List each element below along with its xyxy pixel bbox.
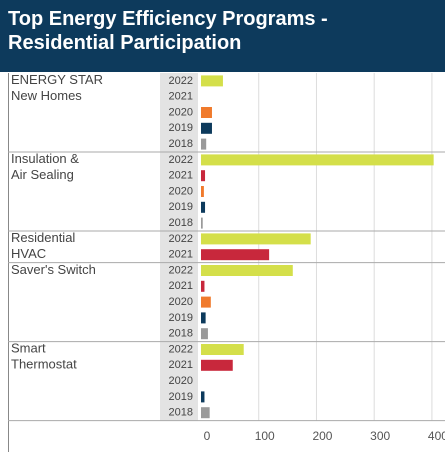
year-label: 2018 <box>169 217 193 229</box>
header: Top Energy Efficiency Programs - Residen… <box>0 0 445 72</box>
chart-title: Top Energy Efficiency Programs - Residen… <box>8 8 328 54</box>
group-label: Smart Thermostat <box>11 341 77 372</box>
year-label: 2020 <box>169 375 193 387</box>
year-label: 2019 <box>169 312 193 324</box>
bar <box>201 344 244 355</box>
bar <box>201 122 212 134</box>
bar <box>201 249 270 261</box>
x-tick-label: 200 <box>312 429 332 443</box>
year-label: 2021 <box>169 280 193 292</box>
bar <box>201 138 207 150</box>
group-label: Residential HVAC <box>11 230 75 261</box>
bar <box>201 328 208 340</box>
bar <box>201 75 223 87</box>
year-label: 2019 <box>169 391 193 403</box>
year-label: 2022 <box>169 75 193 87</box>
year-label: 2020 <box>169 296 193 308</box>
group-label: ENERGY STAR New Homes <box>11 72 103 103</box>
bar <box>201 265 293 276</box>
year-label: 2022 <box>169 264 193 276</box>
bar <box>201 217 203 229</box>
year-label: 2020 <box>169 106 193 118</box>
year-label: 2020 <box>169 185 193 197</box>
year-label: 2018 <box>169 407 193 419</box>
bar <box>201 107 212 118</box>
year-column <box>160 73 198 421</box>
bar <box>201 391 205 403</box>
year-label: 2019 <box>169 201 193 213</box>
bar <box>201 296 211 308</box>
bar <box>201 280 205 292</box>
bar <box>201 186 204 197</box>
year-label: 2018 <box>169 138 193 150</box>
year-label: 2022 <box>169 154 193 166</box>
bar <box>201 312 206 324</box>
group-label: Insulation & Air Sealing <box>11 151 79 182</box>
bar <box>201 170 206 182</box>
bar <box>201 233 311 245</box>
bar <box>201 154 434 166</box>
year-label: 2021 <box>169 170 193 182</box>
year-label: 2018 <box>169 328 193 340</box>
year-label: 2022 <box>169 233 193 245</box>
x-tick-label: 400 <box>428 429 445 443</box>
x-tick-label: 300 <box>370 429 390 443</box>
year-label: 2021 <box>169 249 193 261</box>
year-label: 2021 <box>169 359 193 371</box>
group-label: Saver's Switch <box>11 262 96 277</box>
year-label: 2021 <box>169 91 193 103</box>
x-tick-label: 100 <box>255 429 275 443</box>
year-label: 2019 <box>169 122 193 134</box>
x-tick-label: 0 <box>204 429 211 443</box>
year-label: 2022 <box>169 343 193 355</box>
bar <box>201 407 210 419</box>
bar <box>201 359 233 371</box>
bar <box>201 201 206 213</box>
